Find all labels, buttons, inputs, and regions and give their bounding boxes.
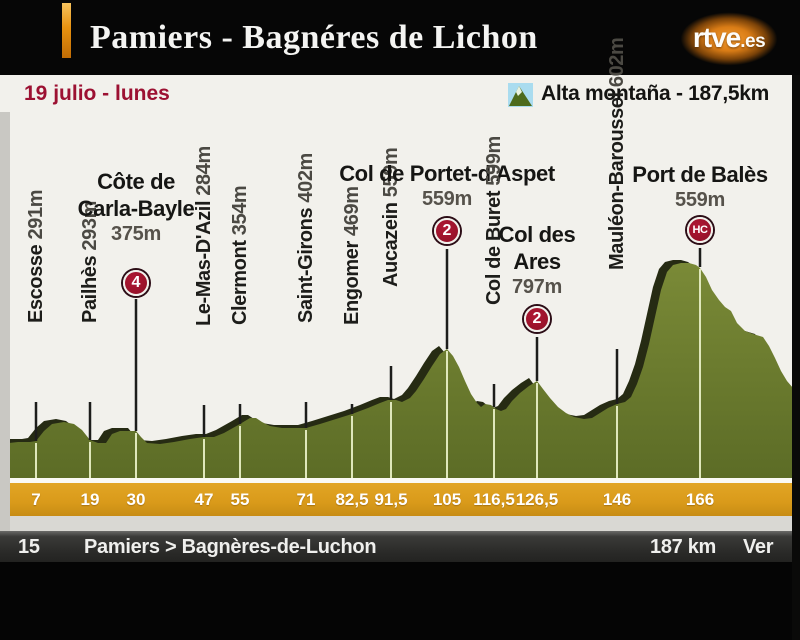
header-bar: Pamiers - Bagnéres de Lichon rtve.es bbox=[0, 0, 800, 75]
stage-date: 19 julio - lunes bbox=[24, 82, 170, 105]
terrain bbox=[0, 263, 800, 478]
status-bar: 15 Pamiers > Bagnères-de-Luchon 187 km V… bbox=[0, 531, 800, 562]
accent-bar bbox=[62, 3, 71, 58]
stage-title: Pamiers - Bagnéres de Lichon bbox=[90, 19, 538, 56]
elevation-profile-svg bbox=[0, 248, 800, 478]
ver-link[interactable]: Ver bbox=[743, 536, 774, 558]
stage-distance: 187 km bbox=[650, 536, 717, 558]
km-axis-bar bbox=[0, 483, 800, 516]
baseline-separator bbox=[0, 478, 800, 483]
bottom-black-band bbox=[0, 562, 800, 640]
left-gray-strip bbox=[0, 112, 10, 531]
rtve-logo-text: rtve bbox=[692, 22, 741, 53]
rtve-logo: rtve.es bbox=[660, 2, 798, 73]
stage-route: Pamiers > Bagnères-de-Luchon bbox=[84, 536, 377, 558]
right-black-strip bbox=[792, 75, 800, 640]
bottom-gray-strip bbox=[0, 516, 800, 531]
stage-number: 15 bbox=[18, 536, 40, 558]
chart-area: 19 julio - lunes Alta montaña - 187,5km … bbox=[0, 38, 800, 531]
mountain-icon bbox=[508, 83, 533, 107]
stage-type-label: Alta montaña - 187,5km bbox=[541, 82, 769, 105]
rtve-logo-suffix: .es bbox=[740, 31, 766, 52]
